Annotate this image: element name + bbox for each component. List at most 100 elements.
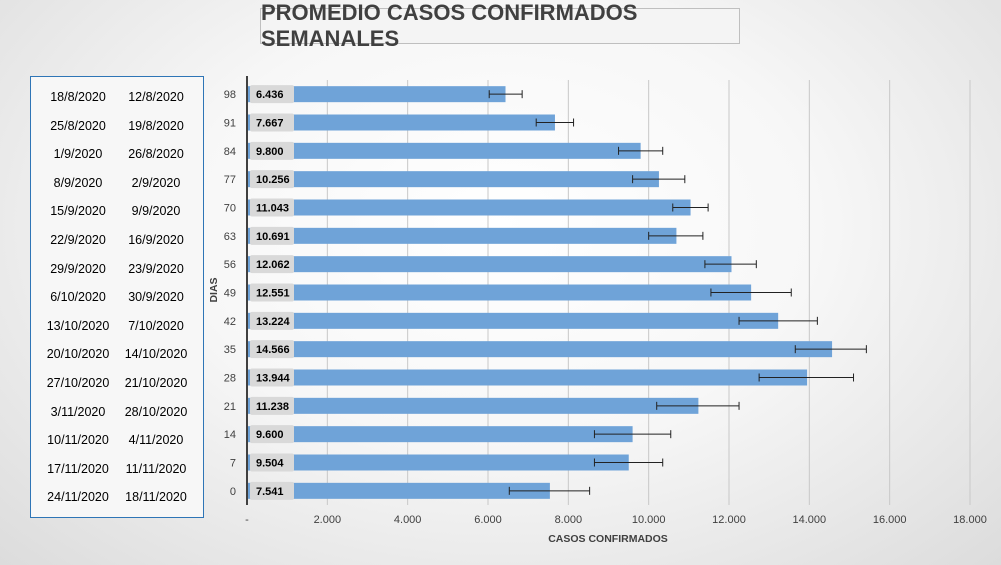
date-end: 18/8/2020	[50, 90, 106, 104]
bar	[247, 312, 779, 329]
date-end: 3/11/2020	[50, 404, 106, 419]
y-tick-label: 77	[224, 174, 236, 186]
date-row: 25/8/2020 19/8/2020	[31, 116, 203, 136]
date-start: 28/10/2020	[124, 404, 188, 419]
y-tick-label: 98	[224, 89, 236, 101]
date-start: 9/9/2020	[131, 204, 181, 219]
date-row: 18/8/2020 12/8/2020	[31, 87, 203, 107]
date-start: 30/9/2020	[128, 290, 184, 305]
date-start: 26/8/2020	[128, 147, 184, 162]
y-tick-label: 42	[224, 316, 236, 328]
y-tick-label: 84	[224, 146, 236, 158]
bar	[247, 114, 555, 131]
bar	[247, 227, 677, 244]
date-end: 22/9/2020	[50, 233, 106, 247]
data-label: 7.541	[256, 486, 284, 498]
value-label-box	[250, 425, 294, 444]
data-label: 12.551	[256, 288, 290, 300]
value-label-box	[250, 453, 294, 472]
date-end: 8/9/2020	[53, 175, 103, 190]
date-end: 24/11/2020	[47, 490, 109, 505]
data-label: 14.566	[256, 344, 290, 356]
y-tick-label: 7	[230, 458, 236, 470]
y-tick-label: 56	[224, 259, 236, 271]
data-label: 6.436	[256, 89, 284, 101]
x-tick-label: 18.000	[953, 514, 987, 526]
x-tick-label: 12.000	[712, 514, 746, 526]
date-end: 1/9/2020	[53, 147, 103, 162]
x-tick-label: -	[245, 514, 249, 526]
bar	[247, 142, 641, 159]
date-row: 24/11/2020 18/11/2020	[31, 487, 203, 507]
y-tick-label: 14	[224, 429, 236, 441]
date-end: 6/10/2020	[50, 290, 106, 305]
data-label: 10.691	[256, 231, 290, 243]
bar	[247, 341, 833, 358]
x-tick-label: 4.000	[394, 514, 422, 526]
data-label: 11.043	[256, 203, 289, 215]
date-start: 7/10/2020	[128, 318, 184, 333]
date-end: 27/10/2020	[46, 376, 110, 390]
date-end: 25/8/2020	[50, 118, 106, 133]
date-end: 10/11/2020	[47, 433, 109, 448]
data-label: 12.062	[256, 259, 290, 271]
value-label-box	[250, 198, 294, 217]
bar	[247, 199, 691, 216]
bar	[247, 426, 633, 443]
x-tick-label: 10.000	[632, 514, 666, 526]
bar	[247, 284, 752, 301]
x-tick-label: 2.000	[314, 514, 342, 526]
date-start: 11/11/2020	[125, 461, 187, 476]
value-label-box	[250, 113, 294, 132]
bar	[247, 397, 699, 414]
date-row: 22/9/2020 16/9/2020	[31, 230, 203, 250]
date-end: 20/10/2020	[46, 347, 110, 362]
value-label-box	[250, 85, 294, 104]
date-row: 1/9/2020 26/8/2020	[31, 144, 203, 164]
y-tick-label: 28	[224, 373, 236, 385]
value-label-box	[250, 481, 294, 500]
bar	[247, 369, 808, 386]
value-label-box	[250, 396, 294, 415]
date-row: 6/10/2020 30/9/2020	[31, 287, 203, 307]
data-label: 9.504	[256, 458, 284, 470]
date-row: 10/11/2020 4/11/2020	[31, 430, 203, 450]
data-label: 10.256	[256, 174, 290, 186]
y-tick-label: 21	[224, 401, 236, 413]
bar	[247, 171, 659, 188]
y-tick-label: 70	[224, 203, 236, 215]
bar	[247, 86, 506, 103]
data-label: 11.238	[256, 401, 289, 413]
date-start: 21/10/2020	[124, 376, 188, 390]
date-row: 29/9/2020 23/9/2020	[31, 259, 203, 279]
value-label-box	[250, 226, 294, 245]
date-row: 13/10/2020 7/10/2020	[31, 316, 203, 336]
date-row: 8/9/2020 2/9/2020	[31, 173, 203, 193]
date-row: 27/10/2020 21/10/2020	[31, 373, 203, 393]
value-label-box	[250, 283, 294, 302]
data-label: 13.944	[256, 373, 291, 385]
value-label-box	[250, 368, 294, 387]
bar	[247, 482, 550, 499]
x-tick-label: 8.000	[555, 514, 583, 526]
date-start: 16/9/2020	[128, 233, 184, 247]
y-tick-label: 0	[230, 486, 236, 498]
date-start: 14/10/2020	[124, 347, 188, 362]
date-start: 18/11/2020	[125, 490, 187, 505]
date-start: 23/9/2020	[128, 261, 184, 276]
data-label: 9.600	[256, 429, 284, 441]
date-start: 2/9/2020	[131, 175, 181, 190]
data-label: 7.667	[256, 118, 284, 130]
date-row: 17/11/2020 11/11/2020	[31, 459, 203, 479]
y-axis-title: DIAS	[208, 277, 220, 302]
data-label: 13.224	[256, 316, 291, 328]
date-end: 13/10/2020	[46, 318, 110, 333]
date-row: 3/11/2020 28/10/2020	[31, 402, 203, 422]
date-start: 4/11/2020	[128, 433, 184, 448]
date-end: 17/11/2020	[47, 461, 109, 476]
y-tick-label: 63	[224, 231, 236, 243]
date-start: 12/8/2020	[128, 90, 184, 104]
bar	[247, 256, 732, 273]
x-axis-title: CASOS CONFIRMADOS	[548, 533, 668, 545]
